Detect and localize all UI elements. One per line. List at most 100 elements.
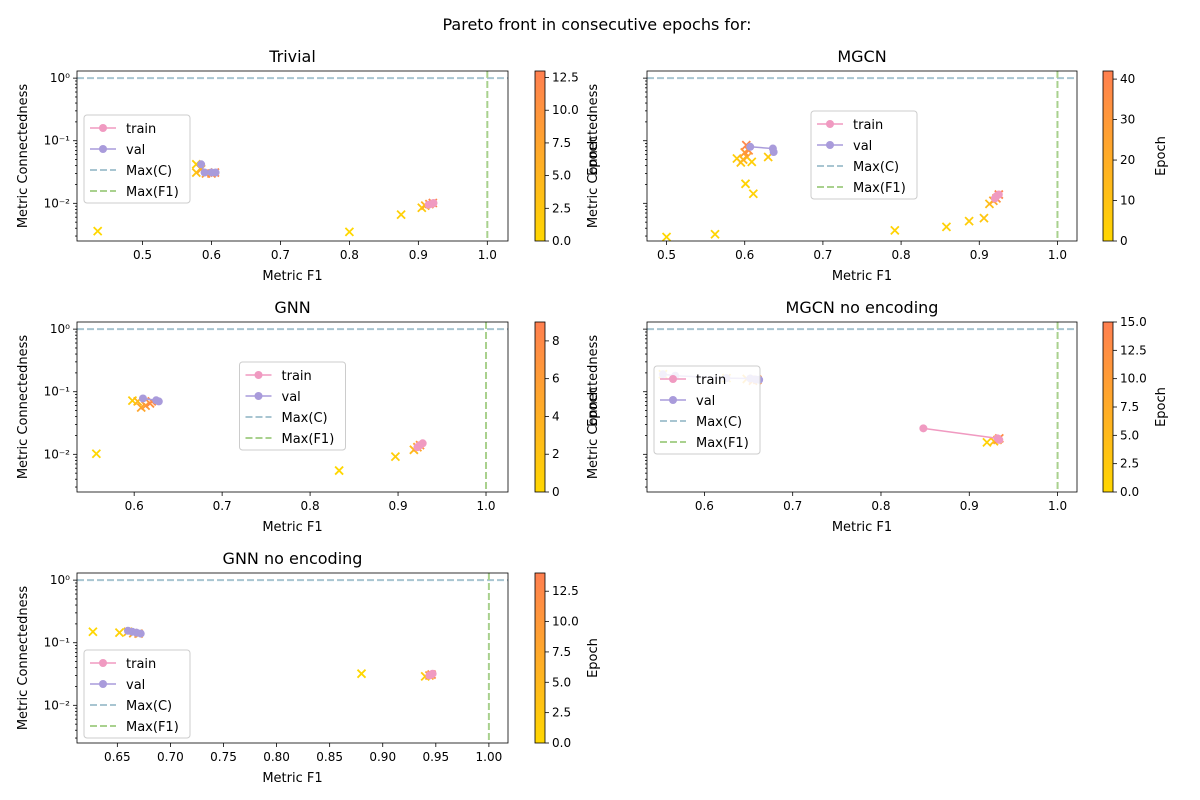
epoch-point: [344, 227, 355, 237]
x-tick-label: 0.6: [202, 248, 221, 262]
train-series-line: [923, 427, 1000, 441]
y-tick-label: 10⁻¹: [44, 385, 71, 399]
x-tick-label: 0.70: [157, 750, 184, 764]
y-tick-label: 10⁻¹: [44, 134, 71, 148]
epoch-point: [748, 189, 758, 199]
legend-entry-label: val: [853, 139, 872, 154]
x-tick-label: 0.5: [133, 248, 152, 262]
colorbar-tick-label: 10.0: [552, 615, 579, 629]
subplot-title: GNN no encoding: [223, 549, 363, 568]
colorbar-tick-label: 2.5: [552, 201, 571, 215]
legend-box: [653, 365, 761, 455]
x-tick-label: 0.7: [271, 248, 290, 262]
colorbar-tick-label: 0: [552, 485, 560, 499]
train-point: [995, 435, 1004, 444]
subplot-title: Trivial: [268, 47, 316, 66]
y-tick-label: 10⁰: [50, 322, 70, 336]
epoch-point: [191, 167, 201, 178]
y-tick-label: 10⁰: [50, 573, 70, 587]
colorbar: 0.0 2.5 5.0 7.5 10.0 12.5 15.0 Epoch: [1102, 315, 1169, 499]
colorbar-tick-label: 12.5: [552, 71, 579, 85]
x-tick-label: 1.0: [1048, 248, 1067, 262]
legend-marker: [826, 141, 834, 149]
x-tick-label: 0.80: [263, 750, 290, 764]
colorbar-tick-label: 0.0: [552, 234, 571, 248]
val-point: [746, 142, 755, 151]
colorbar-label: Epoch: [586, 387, 601, 427]
figure-suptitle: Pareto front in consecutive epochs for:: [443, 15, 752, 34]
epoch-point: [390, 451, 401, 462]
colorbar-label: Epoch: [1154, 387, 1169, 427]
epoch-point: [747, 157, 757, 167]
train-point: [994, 190, 1003, 199]
subplot-title: GNN: [274, 298, 310, 317]
x-tick-label: 0.95: [422, 750, 449, 764]
subplot-3: MGCN no encoding 0.6 0.7 0.8 0.9 1.0 Metric F1…: [586, 298, 1169, 535]
colorbar-tick-label: 2.5: [552, 706, 571, 720]
colorbar: 0 10 20 30 40 Epoch: [1102, 70, 1169, 248]
y-tick-label: 10⁻²: [44, 196, 71, 210]
val-point: [200, 168, 209, 177]
legend-entry-label: Max(C): [126, 164, 172, 179]
epoch-point: [979, 213, 989, 223]
colorbar-label: Epoch: [586, 136, 601, 176]
legend-entry-label: Max(F1): [853, 181, 906, 196]
val-point: [136, 629, 145, 638]
legend-box: [810, 110, 918, 200]
colorbar-tick-label: 5.0: [552, 675, 571, 689]
x-tick-label: 1.0: [1048, 499, 1067, 513]
colorbar-tick-label: 10: [1120, 194, 1135, 208]
train-point: [418, 439, 427, 448]
y-axis-label: Metric Connectedness: [16, 84, 31, 229]
legend-entry-label: val: [282, 390, 301, 405]
colorbar-tick-label: 12.5: [1120, 343, 1147, 357]
legend-entry-label: Max(C): [696, 415, 742, 430]
legend-box: [83, 649, 191, 739]
x-tick-label: 0.8: [871, 499, 890, 513]
legend: train val Max(C) Max(F1): [810, 110, 918, 200]
colorbar-gradient: [1102, 70, 1114, 242]
plot-area: [77, 71, 508, 241]
colorbar-tick-label: 7.5: [552, 645, 571, 659]
y-axis-label: Metric Connectedness: [586, 84, 601, 229]
plot-area: [77, 322, 508, 492]
epoch-point: [964, 216, 974, 226]
colorbar-tick-label: 10.0: [552, 103, 579, 117]
legend-entry-label: train: [696, 373, 726, 388]
legend-marker: [669, 396, 677, 404]
colorbar-tick-label: 6: [552, 372, 560, 386]
axes-frame: [76, 70, 509, 242]
legend-entry-label: Max(F1): [126, 185, 179, 200]
x-tick-label: 1.0: [476, 499, 495, 513]
legend-marker: [826, 120, 834, 128]
axes-frame: [646, 70, 1078, 242]
y-tick-label: 10⁻²: [44, 698, 71, 712]
train-point: [429, 199, 438, 208]
legend: train val Max(C) Max(F1): [83, 114, 191, 204]
subplot-title: MGCN: [837, 47, 886, 66]
y-tick-label: 10⁻¹: [44, 636, 71, 650]
colorbar-tick-label: 2.5: [1120, 457, 1139, 471]
legend: train val Max(C) Max(F1): [239, 361, 346, 451]
colorbar-tick-label: 15.0: [1120, 315, 1147, 329]
epoch-point: [91, 449, 101, 459]
x-tick-label: 0.9: [409, 248, 428, 262]
epoch-point: [356, 669, 367, 679]
x-axis-label: Metric F1: [832, 520, 892, 535]
x-tick-label: 0.8: [892, 248, 911, 262]
colorbar-tick-label: 8: [552, 334, 560, 348]
colorbar-tick-label: 20: [1120, 153, 1135, 167]
colorbar-tick-label: 12.5: [552, 584, 579, 598]
colorbar-gradient: [1102, 321, 1114, 493]
val-point: [138, 394, 147, 403]
legend-marker: [254, 371, 263, 379]
legend-entry-label: Max(C): [282, 411, 328, 426]
epoch-point: [88, 627, 98, 637]
legend-marker: [669, 375, 677, 383]
colorbar-tick-label: 2: [552, 447, 560, 461]
y-axis-label: Metric Connectedness: [586, 335, 601, 480]
subplot-title: MGCN no encoding: [786, 298, 939, 317]
x-tick-label: 0.6: [735, 248, 754, 262]
colorbar: 0.0 2.5 5.0 7.5 10.0 12.5 Epoch: [534, 572, 601, 750]
